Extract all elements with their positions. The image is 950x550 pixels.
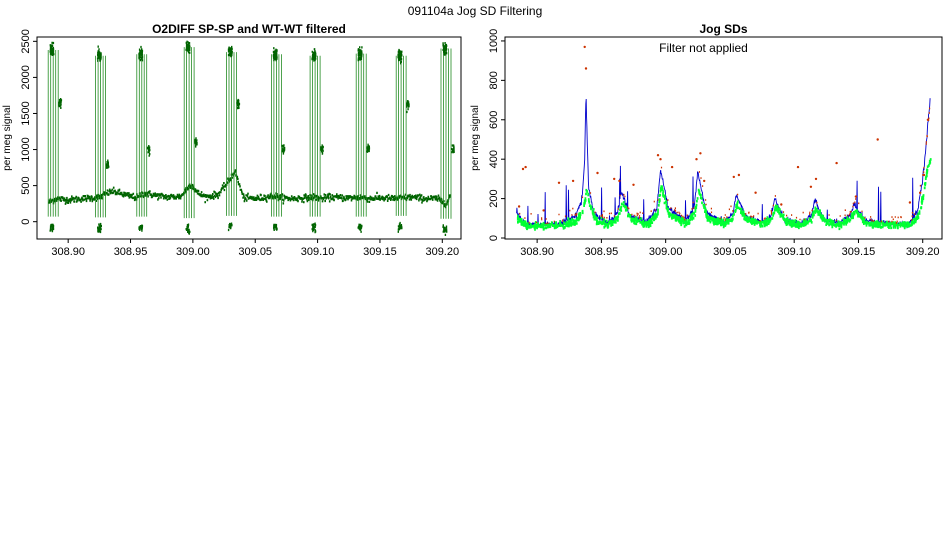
right-outlier-point (809, 185, 813, 188)
right-outlier-point (557, 181, 561, 184)
left-jog-lines (355, 53, 367, 217)
filter-annotation: Filter not applied (659, 41, 748, 55)
right-panel: Jog SDs per meg signal 308.90 308.95 309.00 3… (470, 22, 943, 258)
right-outlier-point (521, 167, 525, 171)
right-outlier-point (596, 171, 599, 175)
right-outlier-point (632, 183, 635, 186)
left-jog-lines (309, 55, 321, 217)
left-jog-cluster (96, 45, 110, 234)
left-baseline-points (48, 169, 451, 209)
left-jog-lines (440, 48, 452, 219)
right-outlier-point (695, 158, 698, 161)
right-y-tick-label: 800 (488, 71, 500, 89)
left-jog-lines (271, 54, 282, 217)
left-x-tick-label: 309.15 (363, 246, 397, 258)
left-x-tick-label: 308.95 (114, 246, 148, 258)
right-outlier-point (656, 154, 660, 157)
right-sd-line (516, 98, 931, 229)
right-outlier-point (737, 173, 741, 177)
left-jog-lines (47, 50, 59, 217)
left-jog-lines (183, 47, 195, 219)
right-outlier-point (542, 209, 545, 212)
right-filtered-points (516, 158, 932, 231)
right-x-tick-label: 308.90 (520, 246, 554, 258)
left-jog-cluster (227, 45, 241, 232)
left-x-tick-label: 309.20 (425, 246, 459, 258)
left-jog-cluster (442, 42, 455, 236)
right-x-tick-label: 309.15 (842, 246, 876, 258)
left-x-tick-label: 309.05 (238, 246, 272, 258)
left-jog-cluster (397, 48, 410, 233)
left-jog-lines (136, 54, 148, 217)
right-x-tick-label: 308.95 (585, 246, 619, 258)
left-jog-cluster (311, 48, 324, 234)
right-chart-title: Jog SDs (699, 22, 747, 36)
right-outlier-point (524, 165, 527, 169)
left-x-tick-label: 309.00 (176, 246, 210, 258)
left-y-tick-label: 2500 (20, 29, 32, 53)
left-chart-title: O2DIFF SP-SP and WT-WT filtered (152, 22, 346, 36)
left-jog-cluster (357, 46, 371, 233)
right-y-tick-label: 200 (488, 189, 500, 207)
left-y-axis-label: per meg signal (2, 105, 13, 171)
left-panel: O2DIFF SP-SP and WT-WT filtered per meg s… (2, 22, 462, 258)
right-outlier-points (519, 107, 931, 225)
right-outlier-point (613, 177, 616, 181)
right-outlier-point (780, 203, 783, 206)
right-outlier-point (908, 201, 912, 204)
right-outlier-point (854, 195, 858, 198)
right-x-tick-label: 309.10 (777, 246, 811, 258)
right-y-axis-label: per meg signal (470, 105, 481, 171)
page-title: 091104a Jog SD Filtering (407, 4, 543, 18)
right-y-tick-label: 0 (488, 235, 500, 241)
left-jog-cluster (272, 47, 286, 231)
right-plot-frame (504, 36, 943, 240)
left-jog-cluster (185, 40, 198, 235)
right-y-tick-label: 1000 (488, 29, 500, 53)
right-x-tick-label: 309.00 (649, 246, 683, 258)
right-y-tick-label: 600 (488, 111, 500, 129)
right-outlier-point (796, 165, 800, 169)
left-x-tick-label: 308.90 (51, 246, 85, 258)
right-outlier-point (703, 179, 706, 183)
right-outlier-point (659, 158, 662, 161)
right-outlier-point (876, 138, 879, 141)
left-jog-lines (226, 52, 237, 216)
right-outlier-point (670, 165, 674, 169)
right-y-tick-label: 400 (488, 150, 500, 168)
left-jog-cluster (138, 45, 151, 232)
right-outlier-point (814, 177, 818, 181)
right-outlier-point (571, 179, 575, 183)
right-outlier-point (618, 179, 621, 183)
right-outlier-point (732, 175, 735, 179)
left-plot-frame (36, 36, 462, 240)
left-y-tick-label: 2000 (20, 65, 32, 89)
left-y-tick-label: 0 (20, 219, 32, 225)
left-y-tick-label: 1500 (20, 101, 32, 125)
right-outlier-point (517, 205, 521, 208)
right-series (516, 45, 932, 231)
right-outlier-point (584, 67, 588, 70)
left-x-tick-label: 309.10 (301, 246, 335, 258)
right-x-tick-label: 309.05 (713, 246, 747, 258)
right-outlier-point (754, 191, 757, 194)
left-y-tick-label: 500 (20, 176, 32, 194)
left-jog-lines (395, 55, 407, 216)
left-y-tick-label: 1000 (20, 137, 32, 161)
right-outlier-point (583, 45, 586, 49)
left-series-points (47, 40, 455, 236)
right-outlier-point (835, 161, 838, 165)
left-jog-lines (95, 55, 106, 218)
left-jog-cluster (49, 41, 63, 233)
right-outlier-point (699, 152, 702, 155)
right-x-tick-label: 309.20 (906, 246, 940, 258)
